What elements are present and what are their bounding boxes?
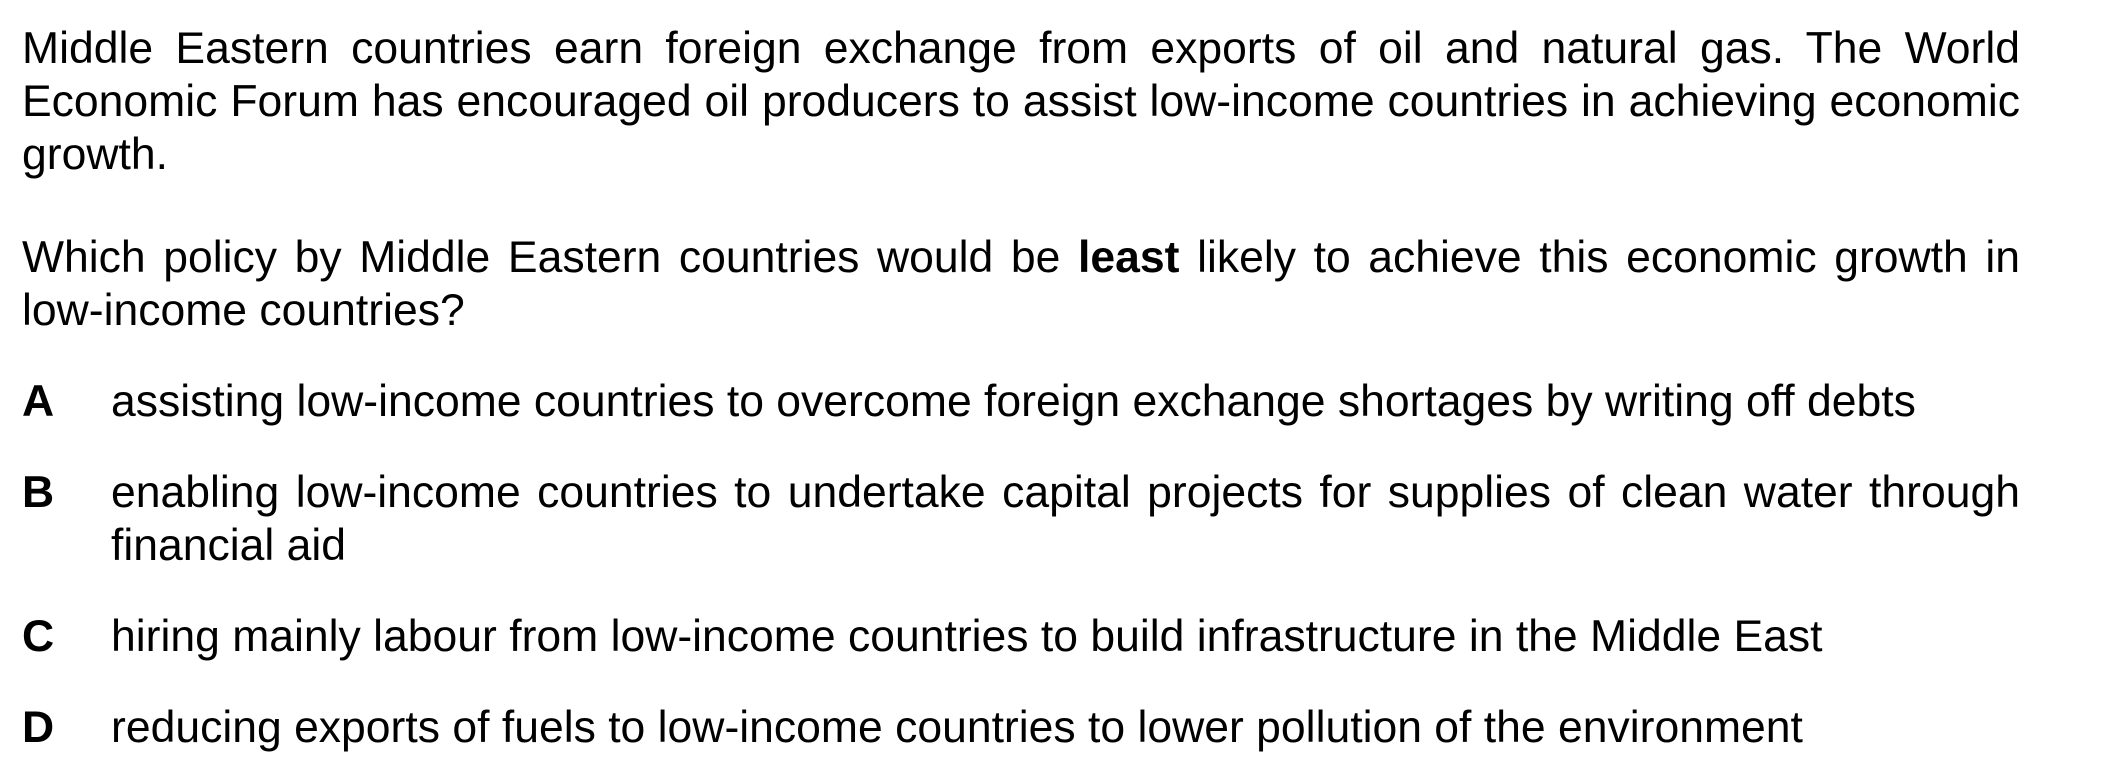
option-letter: D [22, 703, 55, 752]
option-letter: C [22, 612, 55, 661]
option-d[interactable]: D reducing exports of fuels to low-incom… [22, 701, 2020, 754]
answer-options: A assisting low-income countries to over… [22, 375, 2020, 754]
option-letter: A [22, 377, 55, 426]
question-page: Middle Eastern countries earn foreign ex… [22, 22, 2020, 754]
option-text: enabling low-income countries to underta… [111, 468, 2020, 570]
option-text: reducing exports of fuels to low-income … [111, 703, 1803, 752]
option-b[interactable]: B enabling low-income countries to under… [22, 466, 2020, 572]
option-text: hiring mainly labour from low-income cou… [111, 612, 1823, 661]
option-letter: B [22, 468, 55, 517]
option-text: assisting low-income countries to overco… [111, 377, 1916, 426]
option-c[interactable]: C hiring mainly labour from low-income c… [22, 610, 2020, 663]
option-a[interactable]: A assisting low-income countries to over… [22, 375, 2020, 428]
question-text-after: likely to achieve this economic growth i… [22, 233, 2020, 335]
question-stem: Middle Eastern countries earn foreign ex… [22, 24, 2020, 179]
question-text-before: Which policy by Middle Eastern countries… [22, 233, 1079, 282]
question-emphasis: least [1078, 233, 1180, 282]
question-prompt: Which policy by Middle Eastern countries… [22, 231, 2020, 337]
